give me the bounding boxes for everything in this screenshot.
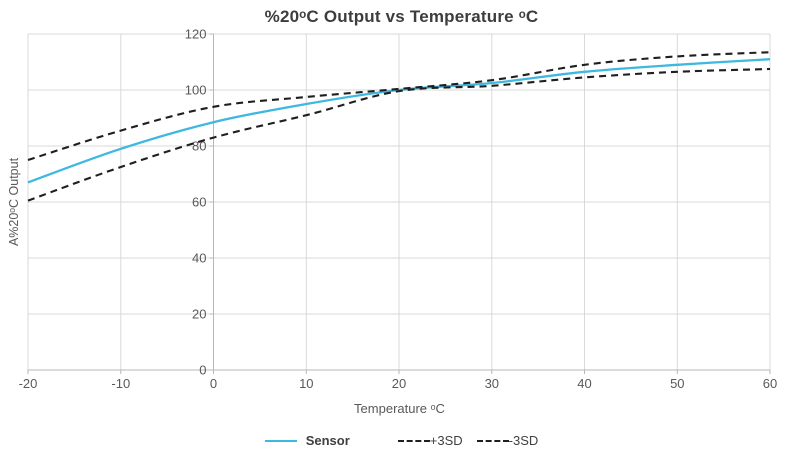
x-tick-label: 0 xyxy=(210,376,217,391)
y-tick-label: 100 xyxy=(185,83,207,98)
y-tick-label: 80 xyxy=(192,139,206,154)
legend-line-sample-plus3sd xyxy=(397,439,430,442)
chart-title: %20ᵒC Output vs Temperature ᵒC xyxy=(264,7,539,26)
legend-label-plus3sd: +3SD xyxy=(429,433,463,448)
x-tick-label: 30 xyxy=(485,376,499,391)
legend-item-sensor: Sensor xyxy=(264,433,350,448)
legend: Sensor +3SD -3SD xyxy=(0,433,803,448)
x-tick-label: 40 xyxy=(577,376,591,391)
y-tick-label: 60 xyxy=(192,195,206,210)
y-tick-label: 120 xyxy=(185,27,207,42)
legend-item-minus3sd: -3SD xyxy=(476,433,539,448)
x-tick-label: 10 xyxy=(299,376,313,391)
x-axis-title: Temperature ᵒC xyxy=(354,401,445,416)
series-line-3sd xyxy=(27,67,771,202)
x-tick-label: 50 xyxy=(670,376,684,391)
y-tick-label: 20 xyxy=(192,307,206,322)
legend-item-plus3sd: +3SD xyxy=(397,433,463,448)
x-tick-label: 20 xyxy=(392,376,406,391)
legend-line-sample-sensor xyxy=(264,439,297,442)
series-line-3sd xyxy=(27,51,771,162)
y-tick-label: 40 xyxy=(192,251,206,266)
x-tick-label: -10 xyxy=(111,376,130,391)
legend-line-sample-minus3sd xyxy=(476,439,509,442)
legend-label-minus3sd: -3SD xyxy=(508,433,539,448)
legend-label-sensor: Sensor xyxy=(305,433,350,448)
y-tick-label: 0 xyxy=(199,363,206,378)
x-tick-label: 60 xyxy=(763,376,777,391)
x-tick-label: -20 xyxy=(19,376,38,391)
series-line-sensor xyxy=(27,58,771,184)
